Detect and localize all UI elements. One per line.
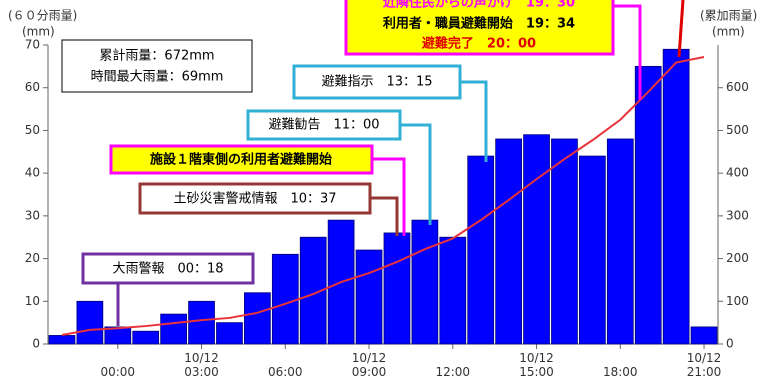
y2-title: (累加雨量) <box>700 9 757 23</box>
y2-tick-label: 500 <box>726 123 749 137</box>
y2-tick-label: 0 <box>726 337 734 351</box>
y-title: (６０分雨量) <box>8 9 77 23</box>
bar <box>606 138 634 345</box>
bar <box>48 335 76 345</box>
bar <box>467 155 495 345</box>
x-tick-label: 18:00 <box>602 365 638 379</box>
summary-box <box>61 39 253 93</box>
annotation: 避難勧告 11：00 <box>268 117 379 133</box>
connector <box>370 196 399 236</box>
summary-text: 累計雨量：672mm <box>99 48 214 64</box>
bar <box>551 138 578 345</box>
bar <box>690 326 718 345</box>
bar <box>579 155 606 345</box>
y2-unit: (mm) <box>712 25 745 39</box>
annotation: 施設１階東側の利用者避難開始 <box>150 152 332 168</box>
y2-tick-label: 100 <box>726 294 749 308</box>
annotations: 累計雨量：672mm 時間最大雨量：69mm 大雨警報 00：18 土砂災害警戒… <box>61 0 685 326</box>
connector <box>400 123 432 225</box>
y-tick-label: 0 <box>32 337 40 351</box>
connector <box>613 4 642 100</box>
connector <box>460 80 488 162</box>
y2-tick-label: 400 <box>726 166 749 180</box>
annotation: 避難指示 13：15 <box>321 75 432 90</box>
y-tick-label: 30 <box>25 208 40 222</box>
annotation: 避難完了 20：00 <box>422 36 536 52</box>
annotation: 近隣住民からの声かけ 19：30 <box>383 0 575 11</box>
bar <box>634 65 662 345</box>
annotation-box <box>109 144 374 175</box>
x-tick-label: 10/12 15:00 <box>519 351 554 379</box>
bar <box>383 232 411 345</box>
annotation-box <box>246 109 402 141</box>
y2-tick-label: 200 <box>726 251 749 265</box>
y-tick-label: 10 <box>25 294 40 308</box>
y2-tick-label: 600 <box>726 80 749 94</box>
summary-text: 時間最大雨量：69mm <box>91 70 224 85</box>
annotation: 利用者・職員避難開始 19：34 <box>383 16 575 32</box>
bar <box>271 253 299 345</box>
annotation: 土砂災害警戒情報 10：37 <box>173 191 336 207</box>
y-tick-label: 60 <box>25 80 40 94</box>
bar <box>188 300 215 345</box>
x-tick-label: 06:00 <box>267 365 303 379</box>
annotation-box <box>81 252 255 285</box>
y-tick-label: 70 <box>25 38 40 52</box>
bar <box>411 219 439 345</box>
bar <box>523 134 550 345</box>
x-tick-label: 10/12 03:00 <box>184 351 219 379</box>
annotation: 大雨警報 00：18 <box>112 261 223 277</box>
x-tick-label: 00:00 <box>100 365 136 379</box>
y-tick-label: 50 <box>25 123 40 137</box>
bar <box>104 326 132 345</box>
connector <box>677 0 685 58</box>
bar <box>216 322 243 345</box>
bar <box>132 330 160 345</box>
bar <box>662 48 690 345</box>
plot: 0 10 20 30 40 50 60 70 0 100 200 300 400 500 600 <box>25 38 749 351</box>
bar <box>244 292 271 345</box>
annotation-box <box>138 182 372 215</box>
bar <box>160 313 187 345</box>
x-tick-label: 10/12 09:00 <box>351 351 387 379</box>
bar <box>495 138 522 345</box>
cumulative-line <box>61 55 705 337</box>
bar <box>439 236 467 345</box>
x-tick-label: 12:00 <box>435 365 471 379</box>
annotation-box <box>292 64 462 100</box>
connector <box>372 157 406 236</box>
y-tick-label: 20 <box>25 251 40 265</box>
annotation-box <box>344 0 615 56</box>
y2-tick-label: 300 <box>726 208 749 222</box>
x-tick-label: 10/12 21:00 <box>686 351 722 379</box>
y-unit: (mm) <box>22 25 55 39</box>
bar <box>76 300 104 345</box>
bar <box>355 249 383 345</box>
y-tick-label: 40 <box>25 166 40 180</box>
